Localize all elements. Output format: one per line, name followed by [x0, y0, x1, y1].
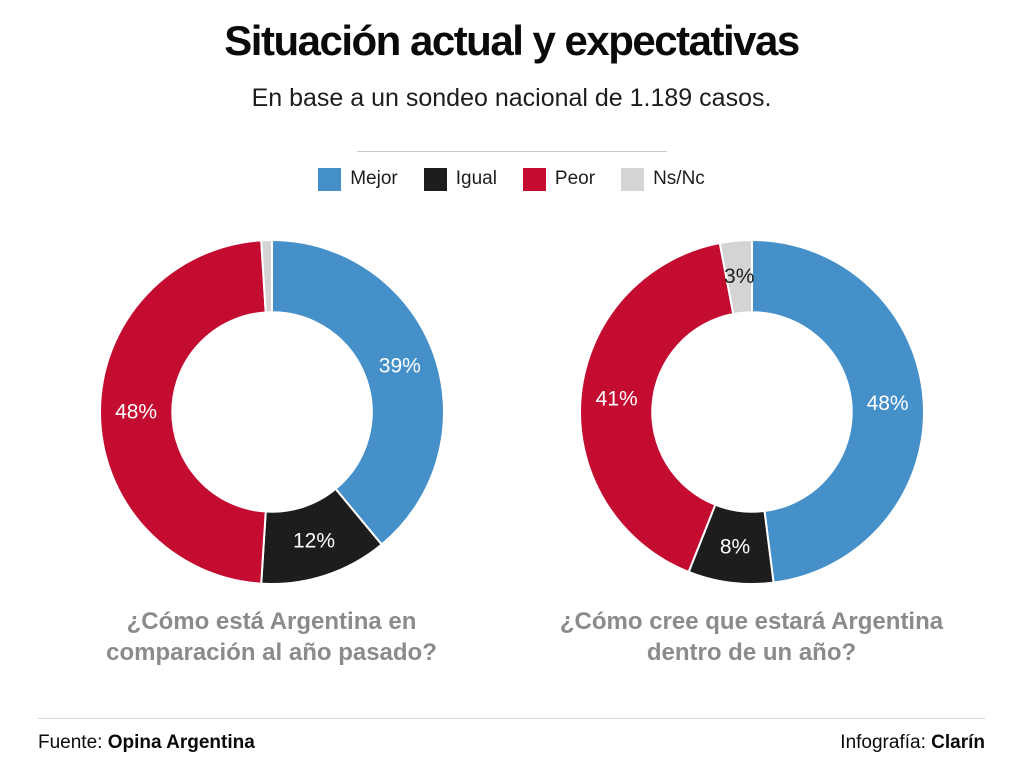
slice-peor — [98, 239, 267, 585]
slice-peor — [578, 242, 734, 574]
legend-divider — [356, 151, 667, 153]
footer-divider — [38, 718, 985, 719]
slice-mejor — [270, 239, 445, 547]
legend-item-mejor: Mejor — [318, 167, 398, 191]
page-title: Situación actual y expectativas — [224, 17, 800, 64]
legend-swatch — [423, 167, 447, 191]
slice-mejor — [750, 239, 925, 584]
slice-nsnc — [718, 239, 753, 316]
legend-swatch — [621, 167, 645, 191]
slice-label: 48% — [866, 392, 908, 415]
chart-question-past: ¿Cómo está Argentina en comparación al a… — [106, 608, 437, 667]
subtitle: En base a un sondeo nacional de 1.189 ca… — [251, 84, 772, 113]
footer: Fuente: Opina Argentina Infografía: Clar… — [0, 718, 1023, 767]
credit-name: Clarín — [931, 732, 985, 753]
slice-label: 48% — [115, 401, 157, 424]
legend-item-nsnc: Ns/Nc — [621, 167, 705, 191]
donut-chart-past: 39% 12% 48% — [98, 239, 445, 586]
legend-label: Peor — [554, 168, 596, 190]
chart-past: 39% 12% 48% ¿Cómo está Argentina en compar… — [32, 237, 512, 668]
chart-question-future: ¿Cómo cree que estará Argentina dentro d… — [559, 608, 944, 667]
charts: 39% 12% 48% ¿Cómo está Argentina en compar… — [0, 237, 1023, 668]
slice-label: 41% — [595, 388, 637, 411]
source-name: Opina Argentina — [107, 732, 255, 753]
credit-label: Infografía: — [840, 732, 926, 753]
chart-future: 48% 8% 41% 3% ¿Cómo cree que estará Argenti… — [512, 237, 992, 668]
legend-swatch — [522, 167, 546, 191]
footer-row: Fuente: Opina Argentina Infografía: Clar… — [38, 732, 985, 754]
legend-item-peor: Peor — [522, 167, 596, 191]
credit: Infografía: Clarín — [840, 732, 985, 754]
legend-label: Ns/Nc — [653, 168, 705, 190]
legend-label: Igual — [455, 168, 497, 190]
slice-label: 39% — [378, 355, 420, 378]
slice-label: 8% — [719, 535, 749, 558]
legend-item-igual: Igual — [423, 167, 497, 191]
legend-label: Mejor — [350, 168, 398, 190]
source-label: Fuente: — [38, 732, 103, 753]
source: Fuente: Opina Argentina — [38, 732, 255, 754]
slice-nsnc — [259, 239, 273, 314]
slice-label: 12% — [292, 530, 334, 553]
slice-label: 3% — [724, 265, 754, 288]
legend-swatch — [318, 167, 342, 191]
legend: Mejor Igual Peor Ns/Nc — [0, 167, 1023, 191]
donut-chart-future: 48% 8% 41% 3% — [578, 239, 925, 586]
